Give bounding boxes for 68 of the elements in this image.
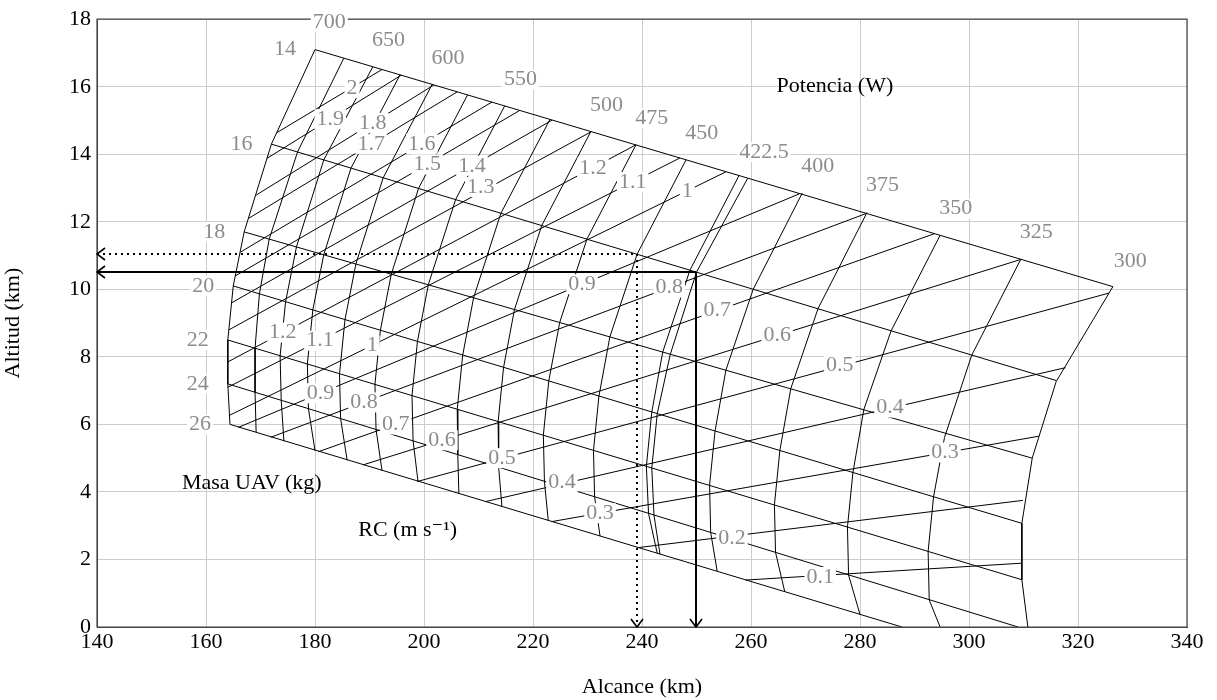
series-label: 26 xyxy=(188,410,211,436)
series-label: 14 xyxy=(274,35,296,61)
y-axis-title: Altitud (km) xyxy=(0,267,24,379)
annotation: 0.9 xyxy=(568,270,596,296)
series-label: 700 xyxy=(312,8,346,34)
annotation: 0.5 xyxy=(826,351,854,377)
y-tick-label: 18 xyxy=(69,4,91,30)
x-tick-label: 180 xyxy=(298,627,332,653)
y-tick-label: 8 xyxy=(80,342,91,368)
x-tick-label: 280 xyxy=(843,627,877,653)
annotation: 1.1 xyxy=(306,326,334,352)
annotation: 0.4 xyxy=(876,393,904,419)
series-label: 18 xyxy=(203,217,226,243)
series-label: 475 xyxy=(635,103,669,129)
annotation: RC (m s⁻¹) xyxy=(358,516,458,542)
annotation: Potencia (W) xyxy=(776,71,894,97)
series-label: 300 xyxy=(1113,246,1147,272)
series-label: 650 xyxy=(372,26,406,52)
y-tick-label: 2 xyxy=(80,545,91,571)
annotation: 0.8 xyxy=(655,273,683,299)
y-tick-label: 14 xyxy=(69,140,91,166)
y-tick-label: 10 xyxy=(69,275,91,301)
y-tick-label: 12 xyxy=(69,207,91,233)
series-label: 450 xyxy=(685,118,719,144)
annotation: 1 xyxy=(366,331,378,357)
annotation: 0.7 xyxy=(703,296,731,322)
series-label: 24 xyxy=(186,369,209,395)
annotation: 0.9 xyxy=(306,379,335,405)
annotation: Masa UAV (kg) xyxy=(181,469,322,495)
x-tick-label: 200 xyxy=(407,627,441,653)
y-tick-label: 16 xyxy=(69,72,91,98)
series-label: 500 xyxy=(590,90,624,116)
series-label: 16 xyxy=(230,129,253,155)
annotation: 1 xyxy=(681,176,693,202)
annotation: 0.5 xyxy=(488,443,516,469)
annotation: 0.6 xyxy=(428,426,456,452)
annotation: 0.2 xyxy=(718,523,746,549)
series-label: 400 xyxy=(801,152,835,178)
series-label: 22 xyxy=(186,325,209,351)
x-axis-title: Alcance (km) xyxy=(581,672,703,698)
x-tick-label: 240 xyxy=(625,627,659,653)
series-label: 20 xyxy=(192,271,215,297)
x-tick-label: 340 xyxy=(1170,627,1204,653)
x-tick-label: 160 xyxy=(189,627,223,653)
annotation: 0.7 xyxy=(381,410,410,436)
annotation: 0.6 xyxy=(763,321,791,347)
y-tick-label: 6 xyxy=(80,410,91,436)
series-label: 600 xyxy=(431,43,465,69)
annotation: 1.2 xyxy=(269,318,297,344)
annotation: 2 xyxy=(346,73,358,99)
annotation: 0.4 xyxy=(548,468,576,494)
annotation: 0.3 xyxy=(931,438,959,464)
annotation: 1.9 xyxy=(316,104,345,130)
y-tick-label: 4 xyxy=(80,477,91,503)
annotation: 0.8 xyxy=(350,388,378,414)
series-label: 375 xyxy=(866,171,900,197)
x-tick-label: 320 xyxy=(1061,627,1095,653)
annotation: 0.1 xyxy=(806,562,834,588)
annotation: 1.1 xyxy=(618,167,647,193)
series-label: 550 xyxy=(503,65,537,91)
series-label: 325 xyxy=(1019,218,1053,244)
x-tick-label: 260 xyxy=(734,627,768,653)
x-tick-label: 300 xyxy=(952,627,986,653)
series-label: 350 xyxy=(939,194,973,220)
series-label: 422.5 xyxy=(739,137,789,163)
annotation: 1.2 xyxy=(579,153,607,179)
annotation: 0.3 xyxy=(586,498,614,524)
x-tick-label: 220 xyxy=(516,627,550,653)
